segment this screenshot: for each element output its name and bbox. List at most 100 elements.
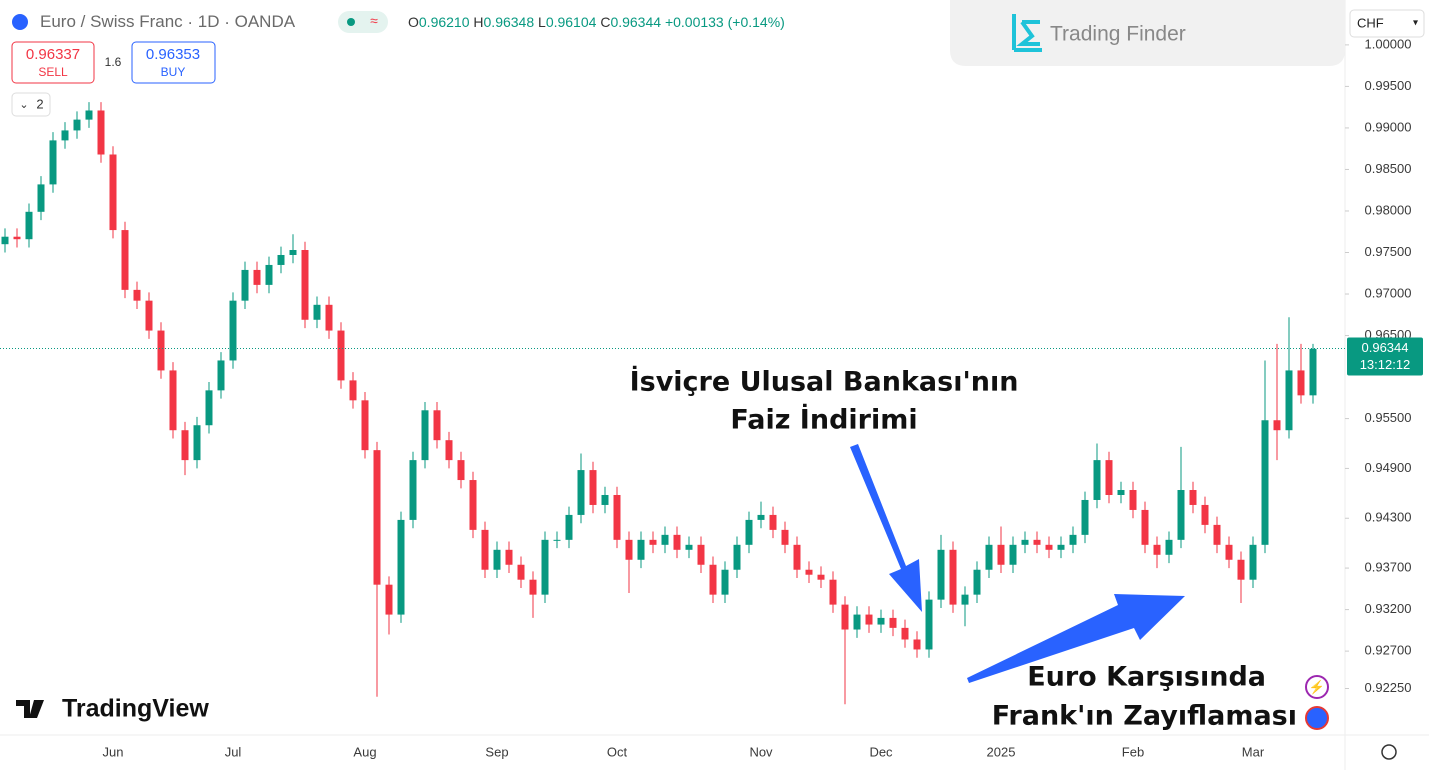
spread: 1.6 (105, 55, 122, 69)
candle-body (949, 549, 957, 605)
candle-body (1069, 534, 1077, 545)
candle-body (913, 639, 921, 650)
candle-body (301, 250, 309, 320)
ohlc-label: O (408, 14, 419, 30)
candle-body (1213, 524, 1221, 545)
candle-body (925, 599, 933, 650)
arrow-down (850, 444, 922, 612)
candle-body (721, 569, 729, 595)
last-price-label: 0.96344 (1362, 340, 1409, 355)
x-tick-label: 2025 (987, 744, 1016, 759)
y-tick-label: 0.94300 (1365, 510, 1412, 525)
candle-body (1261, 420, 1269, 545)
candle-body (1105, 460, 1113, 495)
candle-body (1129, 490, 1137, 510)
candle-body (577, 470, 585, 515)
candle-body (1081, 499, 1089, 535)
candle-body (865, 614, 873, 625)
status-pill[interactable] (338, 11, 388, 33)
tv-logo-text: TradingView (62, 695, 209, 723)
candle-body (649, 539, 657, 545)
candle-body (1, 236, 9, 245)
ohlc-value: 0.96348 (484, 14, 535, 30)
candle-body (937, 549, 945, 600)
candle-body (169, 370, 177, 431)
candle-body (433, 410, 441, 441)
candle-body (973, 569, 981, 595)
candle-body (529, 579, 537, 595)
candle-body (25, 211, 33, 240)
y-tick-label: 0.99000 (1365, 119, 1412, 134)
candle-body (37, 184, 45, 212)
ohlc-value: 0.96344 (610, 14, 661, 30)
ohlc-value: 0.96210 (419, 14, 470, 30)
sell-label: SELL (38, 65, 68, 79)
candle-body (241, 269, 249, 301)
annotation-line: Frank'ın Zayıflaması (992, 701, 1297, 732)
candle-body (985, 544, 993, 570)
buy-button[interactable] (131, 41, 216, 84)
candle-body (1249, 544, 1257, 580)
candle-body (1201, 504, 1209, 525)
candle-body (217, 360, 225, 391)
candle-body (445, 440, 453, 461)
x-tick-label: Jul (225, 744, 242, 759)
y-tick-label: 1.00000 (1365, 36, 1412, 51)
candle-body (805, 569, 813, 575)
watermark-logo (1012, 14, 1042, 52)
y-tick-label: 0.93700 (1365, 560, 1412, 575)
currency: CHF (1357, 15, 1384, 30)
y-tick-label: 0.92250 (1365, 680, 1412, 695)
candle-body (817, 574, 825, 580)
candle-body (901, 627, 909, 640)
event-icon[interactable] (1305, 675, 1329, 699)
symbol-title: Euro / Swiss Franc · 1D · OANDA (40, 12, 296, 31)
candle-body (73, 119, 81, 131)
annotation-line: İsviçre Ulusal Bankası'nın (630, 366, 1019, 398)
candle-body (97, 110, 105, 155)
event-symbol: ⚡ (1309, 679, 1325, 695)
ohlc-label: C (600, 14, 610, 30)
settings-icon[interactable] (1381, 744, 1397, 760)
candle-body (781, 529, 789, 545)
symbol: Euro / Swiss Franc (40, 12, 183, 31)
indicators-toggle[interactable] (11, 92, 51, 117)
countdown: 13:12:12 (1360, 357, 1411, 372)
candle-body (709, 564, 717, 595)
candle-body (1225, 544, 1233, 560)
candle-body (1033, 539, 1041, 545)
candle-body (661, 534, 669, 545)
candle-body (1153, 544, 1161, 555)
tv-logo-dot (35, 700, 41, 706)
y-tick-label: 0.98000 (1365, 202, 1412, 217)
candle-body (277, 254, 285, 265)
x-tick-label: Aug (353, 744, 376, 759)
arrow-up (967, 594, 1185, 683)
candle-body (697, 544, 705, 565)
candle-body (397, 519, 405, 615)
candle-body (877, 617, 885, 625)
candle-body (673, 534, 681, 550)
candle-body (541, 539, 549, 595)
currency-chevron: ▾ (1413, 18, 1418, 29)
ohlc-label: H (473, 14, 483, 30)
x-tick-label: Mar (1242, 744, 1265, 759)
candle-body (1057, 544, 1065, 550)
buy-price: 0.96353 (146, 46, 200, 63)
indicators-count: 2 (36, 96, 43, 111)
y-tick-label: 0.97000 (1365, 285, 1412, 300)
currency-select[interactable] (1349, 9, 1425, 38)
x-tick-label: Oct (607, 744, 628, 759)
candle-body (337, 330, 345, 381)
candle-body (505, 549, 513, 565)
candle-body (829, 579, 837, 605)
candle-body (589, 470, 597, 505)
flag-icon[interactable] (1305, 706, 1329, 730)
candle-body (1021, 539, 1029, 545)
candle-body (1273, 420, 1281, 431)
candle-body (1141, 509, 1149, 545)
sell-button[interactable] (11, 41, 95, 84)
